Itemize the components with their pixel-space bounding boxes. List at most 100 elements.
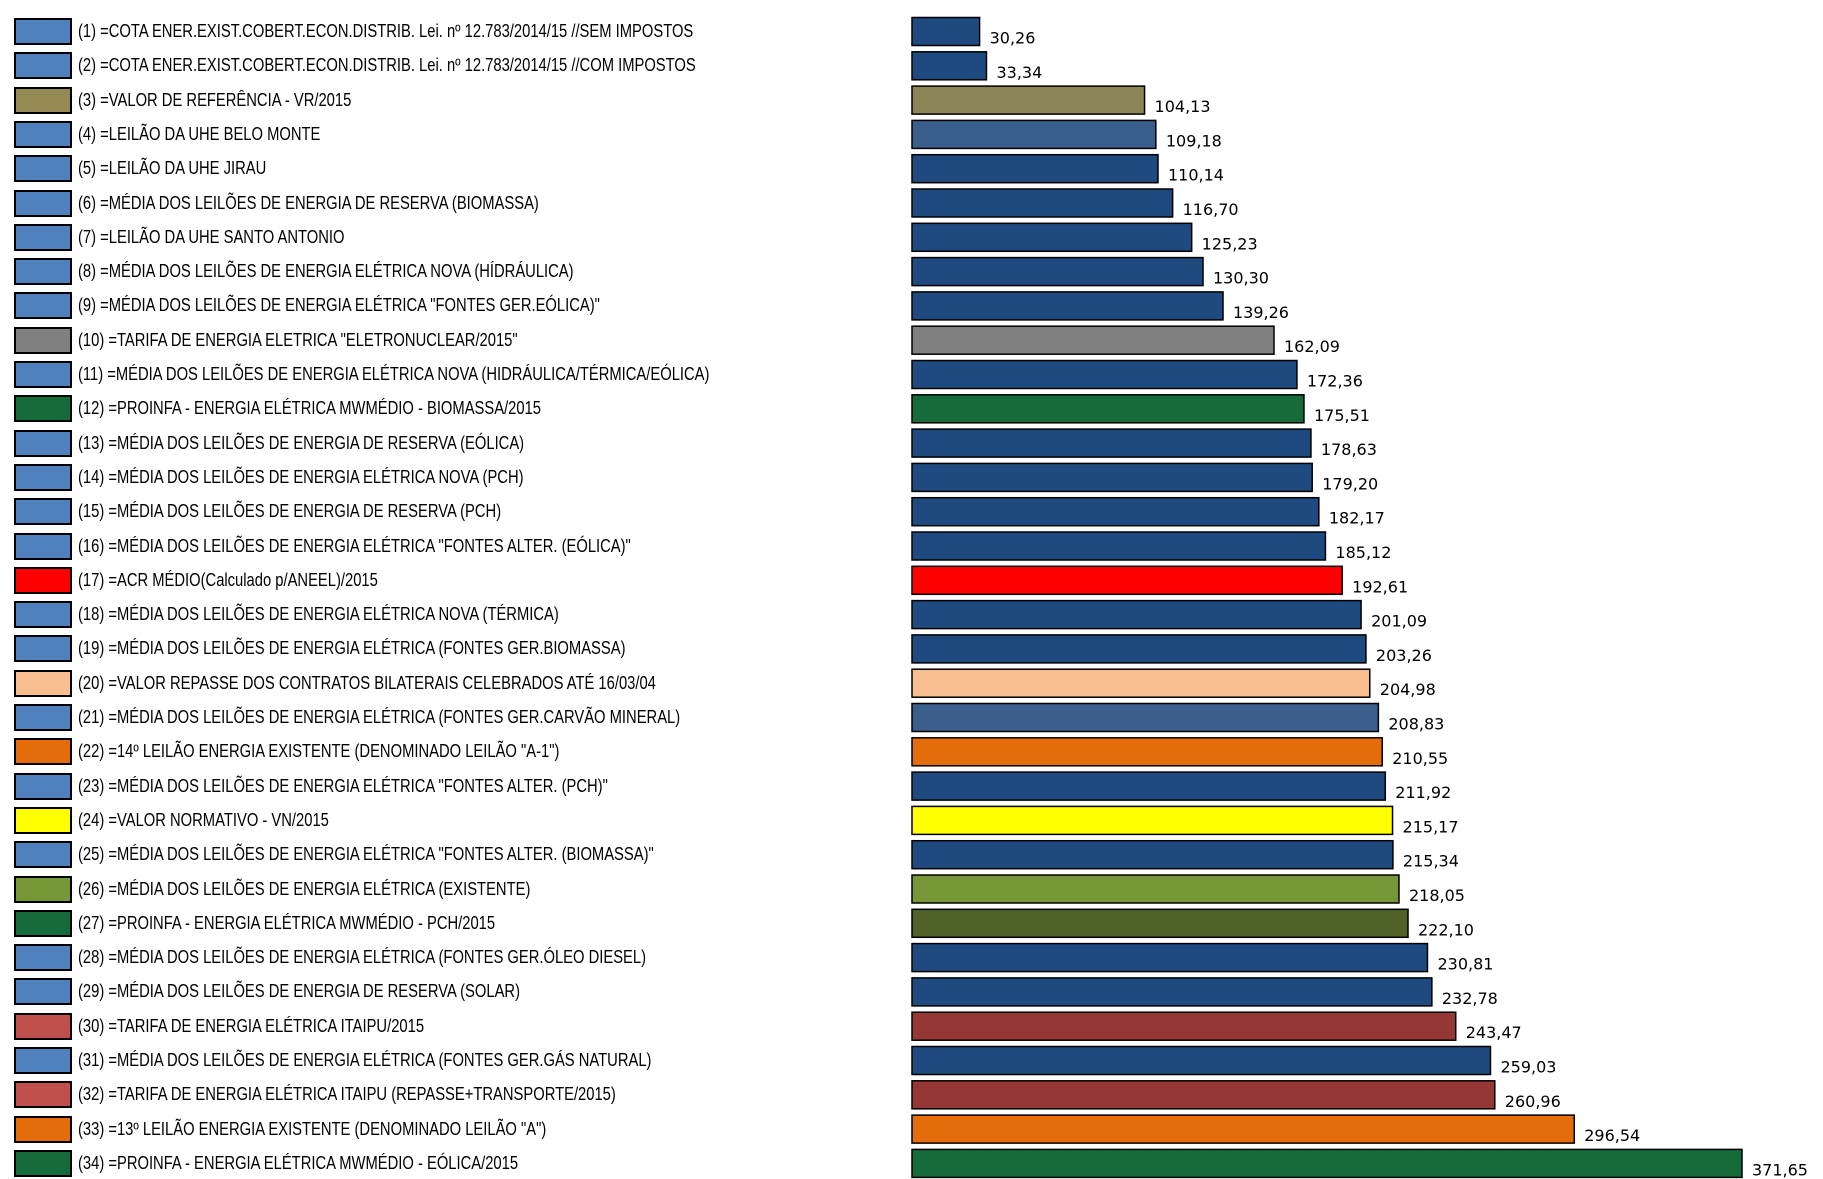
legend-item: (23) =MÉDIA DOS LEILÕES DE ENERGIA ELÉTR…: [14, 772, 724, 801]
legend-item: (25) =MÉDIA DOS LEILÕES DE ENERGIA ELÉTR…: [14, 840, 780, 869]
bar-value-label: 211,92: [1395, 783, 1451, 802]
bar: [911, 85, 1146, 115]
legend-item: (5) =LEILÃO DA UHE JIRAU: [14, 154, 308, 183]
legend-label: (20) =VALOR REPASSE DOS CONTRATOS BILATE…: [78, 672, 656, 693]
bar-value-label: 175,51: [1314, 406, 1370, 425]
bar-value-label: 130,30: [1213, 269, 1269, 288]
bar: [911, 291, 1224, 321]
bar-value-label: 172,36: [1307, 372, 1363, 391]
legend-swatch: [14, 189, 72, 217]
bar-value-label: 116,70: [1183, 200, 1239, 219]
bar: [911, 222, 1193, 253]
bar: [911, 119, 1157, 150]
bar-value-label: 296,54: [1584, 1126, 1640, 1145]
bar: [911, 531, 1327, 561]
bar: [911, 16, 981, 47]
bar-value-label: 243,47: [1466, 1023, 1522, 1042]
bar: [911, 188, 1174, 218]
legend-swatch: [14, 120, 72, 148]
legend-label: (9) =MÉDIA DOS LEILÕES DE ENERGIA ELÉTRI…: [78, 295, 600, 316]
bar-value-label: 260,96: [1505, 1092, 1561, 1111]
legend-label: (16) =MÉDIA DOS LEILÕES DE ENERGIA ELÉTR…: [78, 535, 631, 556]
bar-value-label: 259,03: [1500, 1058, 1556, 1077]
bar-value-label: 371,65: [1752, 1160, 1808, 1179]
legend-item: (19) =MÉDIA DOS LEILÕES DE ENERGIA ELÉTR…: [14, 634, 746, 663]
bar-value-label: 203,26: [1376, 646, 1432, 665]
bar-value-label: 179,20: [1322, 474, 1378, 493]
legend-label: (13) =MÉDIA DOS LEILÕES DE ENERGIA DE RE…: [78, 432, 525, 453]
bar: [911, 977, 1433, 1007]
bar: [911, 565, 1343, 596]
legend-item: (11) =MÉDIA DOS LEILÕES DE ENERGIA ELÉTR…: [14, 360, 848, 389]
legend-swatch: [14, 875, 72, 903]
legend-item: (3) =VALOR DE REFERÊNCIA - VR/2015: [14, 86, 411, 115]
legend-label: (25) =MÉDIA DOS LEILÕES DE ENERGIA ELÉTR…: [78, 844, 654, 865]
bar-value-label: 30,26: [990, 29, 1036, 48]
legend-label: (23) =MÉDIA DOS LEILÕES DE ENERGIA ELÉTR…: [78, 775, 608, 796]
legend-swatch: [14, 704, 72, 731]
bar: [911, 839, 1394, 870]
bar-value-label: 208,83: [1388, 715, 1444, 734]
bar-value-label: 139,26: [1233, 303, 1289, 322]
legend-item: (18) =MÉDIA DOS LEILÕES DE ENERGIA ELÉTR…: [14, 600, 664, 629]
bar-value-label: 185,12: [1335, 543, 1391, 562]
bar: [911, 1045, 1492, 1076]
bar-value-label: 33,34: [996, 63, 1042, 82]
legend-swatch: [14, 738, 72, 766]
bar: [911, 256, 1204, 287]
legend-item: (22) =14º LEILÃO ENERGIA EXISTENTE (DENO…: [14, 737, 665, 766]
bar: [911, 153, 1159, 184]
bar: [911, 496, 1320, 527]
legend-label: (7) =LEILÃO DA UHE SANTO ANTONIO: [78, 226, 345, 247]
legend-item: (17) =ACR MÉDIO(Calculado p/ANEEL)/2015: [14, 566, 444, 595]
bar-value-label: 125,23: [1202, 234, 1258, 253]
bar: [911, 634, 1367, 664]
legend-label: (34) =PROINFA - ENERGIA ELÉTRICA MWMÉDIO…: [78, 1152, 519, 1173]
legend-swatch: [14, 635, 72, 663]
bar-value-label: 178,63: [1321, 440, 1377, 459]
legend-label: (29) =MÉDIA DOS LEILÕES DE ENERGIA DE RE…: [78, 981, 520, 1002]
legend-item: (34) =PROINFA - ENERGIA ELÉTRICA MWMÉDIO…: [14, 1149, 615, 1178]
bar-value-label: 218,05: [1409, 886, 1465, 905]
bar: [911, 1114, 1576, 1144]
legend-item: (15) =MÉDIA DOS LEILÕES DE ENERGIA DE RE…: [14, 497, 594, 526]
bar-value-label: 230,81: [1437, 955, 1493, 974]
bar-value-label: 201,09: [1371, 612, 1427, 631]
legend-swatch: [14, 463, 72, 491]
legend-item: (33) =13º LEILÃO ENERGIA EXISTENTE (DENO…: [14, 1115, 649, 1144]
bar-value-label: 192,61: [1352, 577, 1408, 596]
legend-swatch: [14, 566, 72, 594]
legend-item: (24) =VALOR NORMATIVO - VN/2015: [14, 806, 384, 835]
legend-item: (2) =COTA ENER.EXIST.COBERT.ECON.DISTRIB…: [14, 51, 831, 80]
legend-item: (21) =MÉDIA DOS LEILÕES DE ENERGIA ELÉTR…: [14, 703, 812, 732]
bar: [911, 771, 1387, 801]
legend-swatch: [14, 498, 72, 526]
legend-item: (6) =MÉDIA DOS LEILÕES DE ENERGIA DE RES…: [14, 189, 640, 218]
legend-swatch: [14, 944, 72, 972]
legend-item: (14) =MÉDIA DOS LEILÕES DE ENERGIA ELÉTR…: [14, 463, 621, 492]
legend-item: (28) =MÉDIA DOS LEILÕES DE ENERGIA ELÉTR…: [14, 943, 771, 972]
bar-value-label: 162,09: [1284, 337, 1340, 356]
legend-swatch: [14, 772, 72, 800]
bar: [911, 668, 1371, 698]
legend-swatch: [14, 1115, 72, 1143]
legend-swatch: [14, 52, 72, 80]
legend-item: (7) =LEILÃO DA UHE SANTO ANTONIO: [14, 223, 403, 252]
legend-label: (30) =TARIFA DE ENERGIA ELÉTRICA ITAIPU/…: [78, 1015, 425, 1036]
legend-swatch: [14, 86, 72, 114]
legend-label: (22) =14º LEILÃO ENERGIA EXISTENTE (DENO…: [78, 741, 560, 762]
legend-label: (32) =TARIFA DE ENERGIA ELÉTRICA ITAIPU …: [78, 1084, 616, 1105]
legend-label: (26) =MÉDIA DOS LEILÕES DE ENERGIA ELÉTR…: [78, 878, 531, 899]
legend-label: (1) =COTA ENER.EXIST.COBERT.ECON.DISTRIB…: [78, 21, 694, 41]
bar: [911, 428, 1312, 458]
legend-swatch: [14, 909, 72, 937]
legend-swatch: [14, 806, 72, 834]
legend-label: (21) =MÉDIA DOS LEILÕES DE ENERGIA ELÉTR…: [78, 707, 681, 727]
bar-value-label: 232,78: [1442, 989, 1498, 1008]
legend-item: (30) =TARIFA DE ENERGIA ELÉTRICA ITAIPU/…: [14, 1012, 500, 1041]
legend-label: (10) =TARIFA DE ENERGIA ELETRICA "ELETRO…: [78, 329, 518, 350]
legend-item: (8) =MÉDIA DOS LEILÕES DE ENERGIA ELÉTRI…: [14, 257, 682, 286]
bar: [911, 908, 1409, 939]
bar: [911, 462, 1313, 493]
bar-value-label: 104,13: [1155, 97, 1211, 116]
